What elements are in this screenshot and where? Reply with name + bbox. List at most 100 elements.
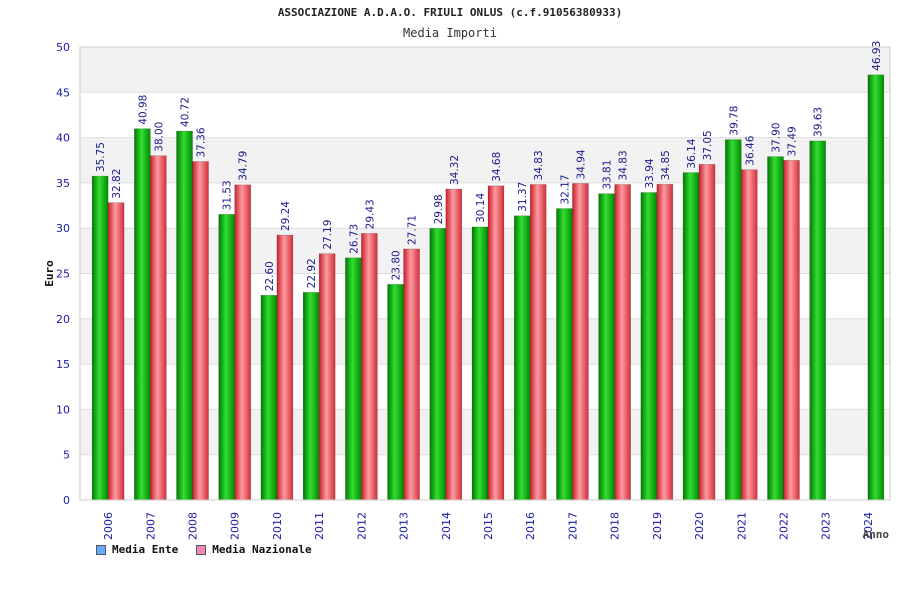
x-tick-label-2011: 2011	[313, 512, 326, 540]
bar-media-nazionale-2009	[234, 184, 252, 501]
bar-media-nazionale-2012-label: 29.43	[364, 199, 376, 229]
y-tick-label: 25	[56, 268, 70, 281]
bar-media-ente-2016-label: 31.37	[517, 182, 529, 212]
y-tick-label: 10	[56, 403, 70, 416]
y-tick-label: 45	[56, 86, 70, 99]
bar-media-ente-2012	[345, 257, 362, 501]
bar-media-nazionale-2019	[656, 183, 674, 501]
bar-media-nazionale-2024	[867, 74, 885, 501]
x-tick-label-2016: 2016	[524, 512, 537, 540]
x-tick-label-2006: 2006	[102, 512, 115, 540]
y-tick-label: 40	[56, 132, 70, 145]
bar-media-nazionale-2013	[403, 248, 420, 501]
chart-title: ASSOCIAZIONE A.D.A.O. FRIULI ONLUS (c.f.…	[277, 6, 623, 19]
bar-media-ente-2010-label: 22.60	[264, 261, 276, 291]
plot-frame	[79, 46, 891, 501]
x-tick-label-2023: 2023	[820, 512, 833, 540]
bar-media-ente-2017	[556, 208, 573, 501]
bar-media-ente-2013	[387, 284, 404, 501]
bar-media-ente-2007-label: 40.98	[137, 95, 149, 125]
x-tick-label-2008: 2008	[187, 512, 200, 540]
bar-media-ente-2020	[682, 172, 700, 501]
bar-media-ente-2006-label: 35.75	[95, 142, 107, 172]
y-tick-label: 15	[56, 358, 70, 371]
legend-item-media-ente: Media Ente	[96, 543, 178, 556]
bar-media-ente-2015	[471, 226, 489, 501]
x-tick-label-2017: 2017	[566, 512, 579, 540]
y-tick-label: 50	[56, 41, 70, 54]
bar-media-ente-2014	[429, 228, 447, 501]
x-tick-label-2012: 2012	[355, 512, 368, 540]
legend-label-media-nazionale: Media Nazionale	[212, 543, 312, 556]
legend-swatch-media-ente	[96, 544, 106, 555]
x-tick-label-2019: 2019	[651, 512, 664, 540]
x-tick-label-2014: 2014	[440, 512, 453, 540]
y-tick-label: 35	[56, 177, 70, 190]
legend-label-media-ente: Media Ente	[112, 543, 179, 556]
bar-media-nazionale-2018-label: 34.83	[618, 150, 630, 180]
bar-media-ente-2006	[91, 175, 109, 501]
bar-media-ente-2013-label: 23.80	[391, 250, 403, 280]
legend-item-media-nazionale: Media Nazionale	[196, 543, 312, 556]
bar-media-ente-2011-label: 22.92	[306, 258, 318, 288]
bar-media-nazionale-2006	[107, 202, 125, 501]
bar-media-ente-2022-label: 37.90	[770, 123, 782, 153]
bar-media-nazionale-2014	[445, 188, 463, 501]
bar-media-ente-2018	[598, 193, 615, 501]
x-tick-label-2020: 2020	[693, 512, 706, 540]
bar-media-nazionale-2016-label: 34.83	[533, 150, 545, 180]
chart-subtitle: Media Importi	[403, 26, 497, 40]
y-tick-label: 0	[63, 494, 70, 507]
x-tick-label-2013: 2013	[398, 512, 411, 540]
bar-media-ente-2019	[640, 192, 658, 501]
bar-media-ente-2023	[809, 140, 826, 501]
x-tick-label-2021: 2021	[735, 512, 748, 540]
bar-media-ente-2016	[513, 215, 531, 501]
bar-media-nazionale-2015	[487, 185, 505, 501]
bar-media-ente-2018-label: 33.81	[602, 160, 614, 190]
grid-band	[80, 47, 890, 93]
bar-media-nazionale-2022-label: 37.49	[786, 126, 798, 156]
bar-media-nazionale-2011-label: 27.19	[322, 220, 334, 250]
x-tick-label-2022: 2022	[777, 512, 790, 540]
y-tick-label: 30	[56, 222, 70, 235]
bar-media-ente-2019-label: 33.94	[644, 158, 656, 188]
y-tick-label: 5	[63, 449, 70, 462]
y-axis-label: Euro	[43, 260, 56, 287]
bar-media-nazionale-2019-label: 34.85	[660, 150, 672, 180]
bar-media-nazionale-2013-label: 27.71	[407, 215, 419, 245]
bar-media-nazionale-2020-label: 37.05	[702, 130, 714, 160]
x-tick-label-2007: 2007	[144, 512, 157, 540]
bar-media-ente-2011	[302, 292, 320, 501]
bar-media-nazionale-2010	[276, 234, 294, 501]
bar-media-ente-2020-label: 36.14	[686, 138, 698, 168]
bar-media-ente-2010	[260, 294, 278, 501]
bar-media-ente-2009	[218, 214, 236, 501]
bar-media-ente-2017-label: 32.17	[559, 174, 571, 204]
x-tick-label-2015: 2015	[482, 512, 495, 540]
bar-media-nazionale-2007	[150, 155, 167, 501]
bar-media-ente-2021-label: 39.78	[728, 106, 740, 136]
bar-media-ente-2008	[176, 130, 193, 501]
bar-media-nazionale-2014-label: 34.32	[449, 155, 461, 185]
bar-media-nazionale-2007-label: 38.00	[153, 122, 165, 152]
bar-media-ente-2023-label: 39.63	[813, 107, 825, 137]
x-tick-label-2009: 2009	[229, 512, 242, 540]
bar-media-nazionale-2009-label: 34.79	[238, 151, 250, 181]
bar-media-nazionale-2008	[192, 161, 209, 501]
bar-media-nazionale-2024-label: 46.93	[871, 41, 883, 71]
bar-media-nazionale-2011	[318, 253, 336, 501]
bar-media-ente-2014-label: 29.98	[433, 194, 445, 224]
bar-media-nazionale-2017-label: 34.94	[575, 149, 587, 179]
bar-media-nazionale-2016	[529, 184, 547, 501]
bar-media-ente-2012-label: 26.73	[348, 224, 360, 254]
x-axis-label: Anno	[863, 528, 890, 541]
bar-media-nazionale-2021-label: 36.46	[744, 135, 756, 165]
bar-media-nazionale-2018	[614, 184, 631, 501]
x-tick-label-2010: 2010	[271, 512, 284, 540]
bar-media-nazionale-2008-label: 37.36	[196, 127, 208, 157]
bar-media-nazionale-2022	[783, 160, 800, 501]
bar-media-ente-2008-label: 40.72	[180, 97, 192, 127]
bar-media-ente-2021	[724, 139, 742, 501]
